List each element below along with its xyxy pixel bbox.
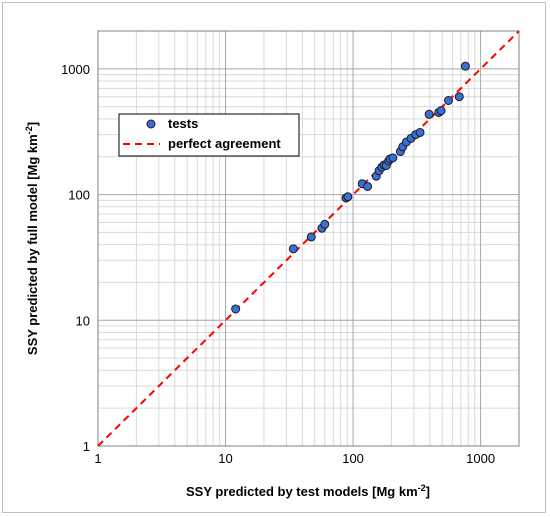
data-point bbox=[388, 153, 398, 163]
data-point bbox=[424, 109, 434, 119]
legend-tests-marker bbox=[146, 119, 156, 129]
data-point bbox=[288, 244, 298, 254]
y-axis-title-end: ] bbox=[25, 122, 40, 126]
y-tick-label: 1000 bbox=[61, 62, 90, 77]
x-axis-title: SSY predicted by test models [Mg km-2] bbox=[186, 483, 430, 499]
x-axis-title-end: ] bbox=[426, 484, 430, 499]
chart-frame bbox=[2, 2, 546, 513]
plot-area-border bbox=[97, 30, 520, 447]
data-point bbox=[363, 181, 373, 191]
data-point bbox=[436, 106, 446, 116]
data-point bbox=[231, 304, 241, 314]
data-point bbox=[454, 92, 464, 102]
x-tick-label: 1 bbox=[94, 451, 101, 466]
data-points bbox=[231, 61, 470, 314]
y-axis-title: SSY predicted by full model [Mg km-2] bbox=[24, 122, 40, 355]
x-tick-labels: 1 10 100 1000 bbox=[94, 451, 495, 466]
major-grid bbox=[97, 31, 519, 447]
y-tick-label: 10 bbox=[76, 313, 90, 328]
legend-tests-label: tests bbox=[168, 116, 198, 131]
y-axis-title-main: SSY predicted by full model [Mg km bbox=[25, 134, 40, 355]
x-tick-label: 10 bbox=[218, 451, 232, 466]
y-tick-labels: 1 10 100 1000 bbox=[61, 62, 90, 454]
legend-perfect-agreement-label: perfect agreement bbox=[168, 136, 281, 151]
data-point bbox=[415, 127, 425, 137]
x-tick-label: 100 bbox=[342, 451, 364, 466]
y-axis-title-sup: -2 bbox=[24, 126, 34, 134]
data-point bbox=[343, 192, 353, 202]
x-axis-title-sup: -2 bbox=[418, 483, 426, 493]
data-point bbox=[320, 219, 330, 229]
x-tick-label: 1000 bbox=[466, 451, 495, 466]
y-tick-label: 100 bbox=[68, 188, 90, 203]
data-point bbox=[443, 96, 453, 106]
y-tick-label: 1 bbox=[83, 439, 90, 454]
x-axis-title-main: SSY predicted by test models [Mg km bbox=[186, 484, 418, 499]
data-point bbox=[460, 61, 470, 71]
legend: tests perfect agreement bbox=[118, 113, 300, 157]
data-point bbox=[306, 232, 316, 242]
